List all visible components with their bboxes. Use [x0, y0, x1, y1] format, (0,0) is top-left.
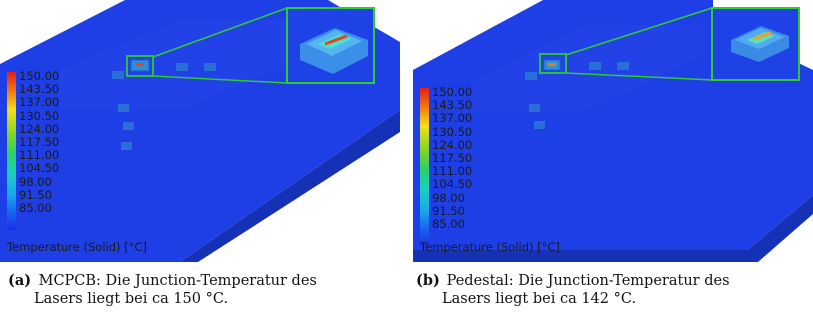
caption-text-line2: Lasers liegt bei ca 150 °C. — [34, 291, 229, 307]
color-scale-ticks: 150.00 143.50 137.00 130.50 124.00 117.5… — [432, 85, 473, 231]
scale-tick: 85.00 — [432, 216, 465, 231]
caption-label: (a) — [8, 272, 32, 289]
scale-tick: 143.50 — [432, 98, 473, 113]
zoom-line — [565, 7, 713, 56]
scale-tick: 111.00 — [19, 148, 60, 163]
simulation-image-a: 150.00 143.50 137.00 130.50 124.00 117.5… — [0, 0, 400, 262]
component — [525, 72, 537, 80]
board-side-face — [180, 110, 400, 262]
scale-tick: 98.00 — [432, 190, 465, 205]
component — [176, 63, 188, 71]
scale-tick: 124.00 — [19, 121, 60, 136]
legend-title-b: Temperature (Solid) [°C] — [420, 240, 560, 254]
color-scale-bar — [420, 88, 429, 246]
color-scale-a: 150.00 143.50 137.00 130.50 124.00 117.5… — [7, 69, 97, 232]
scale-tick: 137.00 — [19, 95, 60, 110]
zoom-source-frame — [126, 55, 154, 77]
inset-hotspot — [324, 34, 348, 46]
inset-hotspot — [752, 31, 772, 41]
scale-tick: 150.00 — [432, 85, 473, 99]
laser-hotspot — [136, 63, 144, 66]
zoom-line — [565, 72, 713, 81]
color-scale-bar — [7, 72, 16, 230]
scale-tick: 117.50 — [432, 150, 473, 165]
zoom-line — [152, 7, 288, 58]
board-side-face — [748, 195, 813, 262]
component — [589, 62, 601, 70]
scale-tick: 98.00 — [19, 174, 52, 189]
laser-hotspot — [548, 63, 556, 66]
component — [204, 63, 216, 71]
board-render-b — [413, 0, 813, 262]
scale-tick: 91.50 — [19, 187, 52, 202]
caption-a: (a) MCPCB: Die Junction-Temperatur des L… — [8, 272, 403, 308]
zoom-line — [152, 75, 288, 84]
scale-tick: 130.50 — [432, 124, 473, 139]
component — [534, 121, 545, 129]
scale-tick: 124.00 — [432, 137, 473, 152]
scale-tick: 150.00 — [19, 69, 60, 83]
component — [529, 104, 540, 112]
scale-tick: 117.50 — [19, 134, 60, 149]
board-render-a — [0, 0, 400, 262]
simulation-image-b: 150.00 143.50 137.00 130.50 124.00 117.5… — [413, 0, 813, 262]
caption-label: (b) — [416, 272, 440, 289]
scale-tick: 130.50 — [19, 108, 60, 123]
component — [121, 142, 132, 150]
legend-title-a: Temperature (Solid) [°C] — [7, 240, 147, 254]
color-scale-ticks: 150.00 143.50 137.00 130.50 124.00 117.5… — [19, 69, 60, 215]
scale-tick: 91.50 — [432, 203, 465, 218]
color-scale-b: 150.00 143.50 137.00 130.50 124.00 117.5… — [420, 85, 510, 248]
scale-tick: 85.00 — [19, 200, 52, 215]
scale-tick: 137.00 — [432, 111, 473, 126]
caption-text-line2: Lasers liegt bei ca 142 °C. — [442, 291, 637, 307]
zoom-source-frame — [539, 53, 567, 74]
board-raised-plate — [473, 25, 703, 112]
caption-text-line1: MCPCB: Die Junction-Temperatur des — [38, 273, 317, 289]
board-front-face — [413, 250, 748, 262]
scale-tick: 104.50 — [19, 161, 60, 176]
scale-tick: 111.00 — [432, 164, 473, 179]
component — [118, 104, 129, 112]
caption-text-line1: Pedestal: Die Junction-Temperatur des — [446, 273, 730, 289]
scale-tick: 104.50 — [432, 177, 473, 192]
component — [123, 122, 134, 130]
caption-b: (b) Pedestal: Die Junction-Temperatur de… — [416, 272, 813, 308]
component — [112, 71, 124, 79]
component — [617, 62, 629, 70]
scale-tick: 143.50 — [19, 82, 60, 97]
